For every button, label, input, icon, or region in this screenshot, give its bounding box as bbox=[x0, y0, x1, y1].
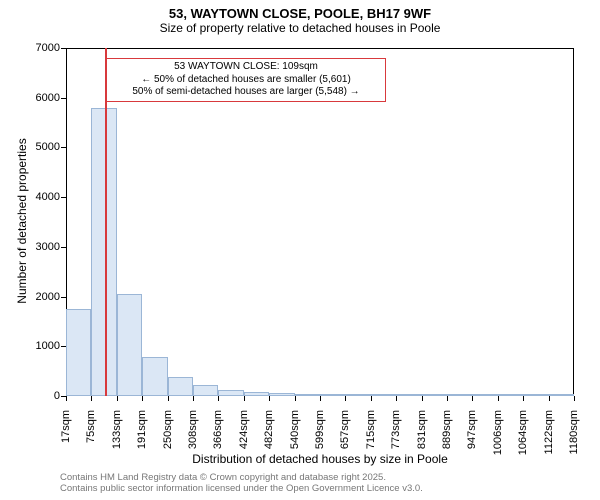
footer-line1: Contains HM Land Registry data © Crown c… bbox=[60, 472, 423, 483]
x-tick-label: 540sqm bbox=[289, 410, 301, 470]
x-tick bbox=[498, 396, 499, 401]
chart-title-block: 53, WAYTOWN CLOSE, POOLE, BH17 9WF Size … bbox=[0, 6, 600, 35]
y-tick-label: 7000 bbox=[24, 42, 60, 54]
x-tick-label: 1064sqm bbox=[517, 410, 529, 470]
x-tick-label: 1180sqm bbox=[568, 410, 580, 470]
histogram-bar bbox=[498, 394, 523, 396]
x-tick bbox=[269, 396, 270, 401]
annotation-line2: ← 50% of detached houses are smaller (5,… bbox=[111, 74, 381, 87]
x-tick bbox=[193, 396, 194, 401]
x-tick-label: 889sqm bbox=[441, 410, 453, 470]
x-tick-label: 424sqm bbox=[238, 410, 250, 470]
axis-border bbox=[66, 48, 574, 49]
x-tick bbox=[66, 396, 67, 401]
x-tick-label: 947sqm bbox=[466, 410, 478, 470]
chart-title-line1: 53, WAYTOWN CLOSE, POOLE, BH17 9WF bbox=[0, 6, 600, 21]
x-tick-label: 715sqm bbox=[365, 410, 377, 470]
y-tick-label: 4000 bbox=[24, 191, 60, 203]
y-tick-label: 1000 bbox=[24, 340, 60, 352]
histogram-bar bbox=[168, 377, 193, 396]
x-tick bbox=[168, 396, 169, 401]
annotation-box: 53 WAYTOWN CLOSE: 109sqm ← 50% of detach… bbox=[106, 58, 386, 102]
x-tick bbox=[345, 396, 346, 401]
x-tick-label: 17sqm bbox=[60, 410, 72, 470]
chart-title-line2: Size of property relative to detached ho… bbox=[0, 21, 600, 35]
annotation-line3: 50% of semi-detached houses are larger (… bbox=[111, 86, 381, 99]
histogram-bar bbox=[472, 394, 497, 396]
histogram-bar bbox=[193, 385, 218, 396]
x-tick-label: 366sqm bbox=[212, 410, 224, 470]
annotation-line1: 53 WAYTOWN CLOSE: 109sqm bbox=[111, 61, 381, 74]
x-tick-label: 133sqm bbox=[111, 410, 123, 470]
histogram-bar bbox=[218, 390, 243, 396]
x-tick bbox=[472, 396, 473, 401]
y-tick bbox=[61, 147, 66, 148]
histogram-bar bbox=[269, 393, 294, 396]
y-tick bbox=[61, 48, 66, 49]
x-tick bbox=[218, 396, 219, 401]
histogram-bar bbox=[396, 394, 421, 396]
x-tick bbox=[447, 396, 448, 401]
histogram-bar bbox=[295, 394, 320, 396]
footer-attribution: Contains HM Land Registry data © Crown c… bbox=[60, 472, 423, 495]
histogram-bar bbox=[345, 394, 370, 396]
x-tick-label: 773sqm bbox=[390, 410, 402, 470]
x-tick bbox=[244, 396, 245, 401]
y-tick bbox=[61, 247, 66, 248]
x-tick-label: 1122sqm bbox=[543, 410, 555, 470]
x-tick bbox=[142, 396, 143, 401]
x-tick bbox=[295, 396, 296, 401]
histogram-bar bbox=[117, 294, 142, 396]
histogram-bar bbox=[244, 392, 269, 396]
y-tick-label: 6000 bbox=[24, 92, 60, 104]
histogram-bar bbox=[523, 394, 548, 396]
y-tick-label: 5000 bbox=[24, 141, 60, 153]
x-tick-label: 75sqm bbox=[85, 410, 97, 470]
axis-border bbox=[573, 48, 574, 396]
histogram-bar bbox=[142, 357, 167, 396]
x-tick bbox=[320, 396, 321, 401]
x-tick-label: 599sqm bbox=[314, 410, 326, 470]
x-tick bbox=[422, 396, 423, 401]
footer-line2: Contains public sector information licen… bbox=[60, 483, 423, 494]
x-tick bbox=[117, 396, 118, 401]
x-tick-label: 308sqm bbox=[187, 410, 199, 470]
x-tick-label: 657sqm bbox=[339, 410, 351, 470]
x-tick bbox=[371, 396, 372, 401]
y-tick-label: 0 bbox=[24, 390, 60, 402]
y-tick bbox=[61, 297, 66, 298]
histogram-bar bbox=[320, 394, 345, 396]
histogram-bar bbox=[422, 394, 447, 396]
histogram-bar bbox=[371, 394, 396, 396]
x-tick bbox=[549, 396, 550, 401]
y-tick-label: 2000 bbox=[24, 291, 60, 303]
x-tick-label: 482sqm bbox=[263, 410, 275, 470]
histogram-bar bbox=[549, 394, 574, 396]
chart-container: 53, WAYTOWN CLOSE, POOLE, BH17 9WF Size … bbox=[0, 0, 600, 500]
y-tick-label: 3000 bbox=[24, 241, 60, 253]
y-tick bbox=[61, 197, 66, 198]
x-tick bbox=[574, 396, 575, 401]
x-tick bbox=[523, 396, 524, 401]
x-tick-label: 191sqm bbox=[136, 410, 148, 470]
histogram-bar bbox=[91, 108, 116, 396]
x-tick-label: 831sqm bbox=[416, 410, 428, 470]
x-tick bbox=[396, 396, 397, 401]
histogram-bar bbox=[66, 309, 91, 396]
x-tick bbox=[91, 396, 92, 401]
histogram-bar bbox=[447, 394, 472, 396]
y-axis-label: Number of detached properties bbox=[15, 131, 29, 311]
x-tick-label: 1006sqm bbox=[492, 410, 504, 470]
x-tick-label: 250sqm bbox=[162, 410, 174, 470]
y-tick bbox=[61, 98, 66, 99]
